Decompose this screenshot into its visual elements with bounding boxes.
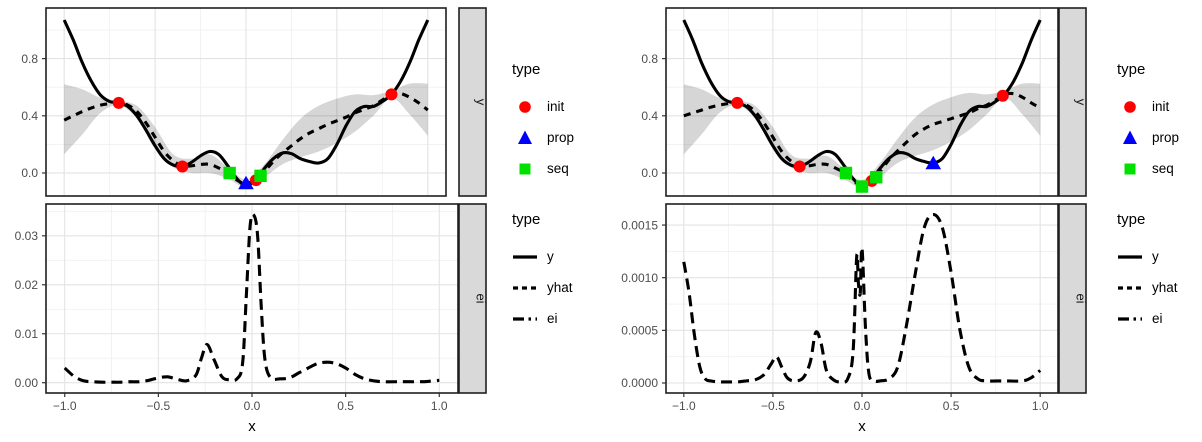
x-tick-label: −0.5: [147, 399, 171, 413]
point-init: [793, 160, 806, 173]
legend-item-label: yhat: [547, 280, 573, 295]
legend-item-label: init: [1152, 99, 1170, 114]
y-tick-label: 0.01: [15, 327, 39, 341]
facet-strip-label: y: [474, 99, 489, 106]
y-tick-label: 0.0: [641, 166, 658, 180]
legend-item-label: seq: [1152, 161, 1174, 176]
point-seq: [870, 171, 883, 184]
point-init: [996, 89, 1009, 102]
legend-item-init: init: [1117, 91, 1179, 122]
x-tick-label: 1.0: [1032, 399, 1049, 413]
point-prop: [925, 155, 942, 170]
legend-item-seq: seq: [1117, 153, 1179, 184]
x-tick-label: 0.0: [244, 399, 261, 413]
point-init: [176, 160, 189, 173]
y-tick-label: 0.4: [21, 109, 38, 123]
point-init: [385, 88, 398, 101]
panel-border: [665, 7, 1059, 197]
y-tick-label: 0.4: [641, 109, 658, 123]
y-tick-label: 0.00: [15, 376, 39, 390]
legend-item-label: yhat: [1152, 280, 1178, 295]
legend-item-label: ei: [1152, 311, 1163, 326]
curve-ei-left: [63, 212, 440, 384]
point-seq: [839, 166, 853, 180]
legend-item-label: ei: [547, 311, 558, 326]
facet-strip-label: ei: [1074, 293, 1089, 303]
legend-points-right: type init prop seq: [1117, 60, 1179, 184]
legend-item-label: prop: [1152, 130, 1180, 145]
legend-item-ei: ei: [512, 303, 573, 334]
legend-item-label: y: [1152, 249, 1159, 264]
dashed-line-icon: [513, 285, 537, 290]
seq-square-icon: [1124, 163, 1136, 174]
init-circle-icon: [1124, 100, 1136, 113]
point-seq: [254, 169, 267, 183]
legend-item-yhat: yhat: [512, 272, 573, 303]
point-init: [112, 96, 125, 109]
x-axis-title: x: [248, 418, 256, 435]
legend-item-label: init: [547, 99, 565, 114]
legend-item-init: init: [512, 91, 574, 122]
point-init: [731, 96, 744, 109]
panel-border: [45, 7, 447, 197]
x-tick-label: 0.5: [337, 399, 354, 413]
x-axis-title: x: [858, 418, 866, 435]
legend-item-seq: seq: [512, 153, 574, 184]
prop-triangle-icon: [1123, 130, 1137, 144]
prop-triangle-icon: [518, 130, 532, 144]
legend-points-left: type init prop seq: [512, 60, 574, 184]
x-tick-label: 0.5: [943, 399, 960, 413]
x-tick-label: −1.0: [53, 399, 77, 413]
solid-line-icon: [513, 254, 537, 259]
legend-lines-right: type y yhat ei: [1117, 210, 1178, 334]
dashdot-line-icon: [1118, 316, 1142, 321]
init-circle-icon: [519, 100, 531, 113]
confidence-ribbon: [683, 83, 1041, 189]
y-tick-label: 0.02: [15, 278, 39, 292]
facet-strip-y: [1058, 7, 1087, 197]
y-tick-label: 0.0010: [621, 271, 658, 285]
x-tick-label: 0.0: [854, 399, 871, 413]
legend-item-yhat: yhat: [1117, 272, 1178, 303]
dashed-line-icon: [1118, 285, 1142, 290]
x-tick-label: −0.5: [761, 399, 785, 413]
y-tick-label: 0.0015: [621, 218, 658, 232]
facet-strip-label: y: [1074, 99, 1089, 106]
facet-strip-ei: [458, 203, 487, 394]
facet-strip-y: [458, 7, 487, 197]
seq-square-icon: [519, 163, 531, 174]
legend-item-prop: prop: [512, 122, 574, 153]
point-prop: [238, 175, 254, 190]
legend-item-label: y: [547, 249, 554, 264]
curve-ei-right: [682, 212, 1042, 384]
point-seq: [223, 166, 236, 180]
facet-strip-label: ei: [474, 293, 489, 303]
legend-item-ei: ei: [1117, 303, 1178, 334]
confidence-ribbon: [64, 83, 428, 188]
legend-item-y: y: [512, 241, 573, 272]
legend-item-label: prop: [547, 130, 575, 145]
facet-strip-ei: [1058, 203, 1087, 394]
solid-line-icon: [1118, 254, 1142, 259]
legend-title: type: [1117, 61, 1146, 78]
legend-title: type: [512, 211, 541, 228]
legend-title: type: [512, 61, 541, 78]
legend-lines-left: type y yhat ei: [512, 210, 573, 334]
x-tick-label: 1.0: [431, 399, 448, 413]
y-tick-label: 0.0: [21, 166, 38, 180]
legend-item-label: seq: [547, 161, 569, 176]
x-tick-label: −1.0: [672, 399, 696, 413]
y-tick-label: 0.8: [21, 52, 38, 66]
legend-title: type: [1117, 211, 1146, 228]
y-tick-label: 0.0000: [621, 376, 658, 390]
legend-item-prop: prop: [1117, 122, 1179, 153]
point-seq: [855, 180, 869, 193]
y-tick-label: 0.8: [641, 52, 658, 66]
y-tick-label: 0.03: [15, 229, 39, 243]
y-tick-label: 0.0005: [621, 324, 658, 338]
legend-item-y: y: [1117, 241, 1178, 272]
dashdot-line-icon: [513, 316, 537, 321]
